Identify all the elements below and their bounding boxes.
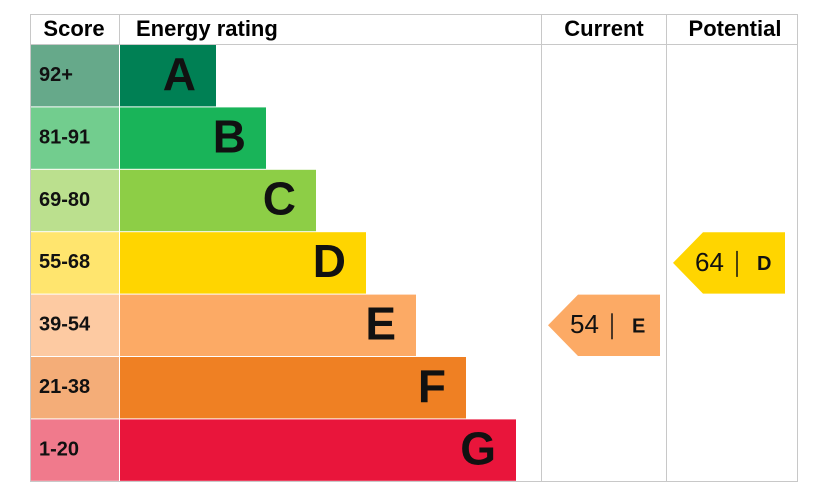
current-band: E	[632, 316, 645, 338]
score-cell	[31, 419, 119, 481]
score-cell	[31, 357, 119, 419]
rating-bar	[120, 232, 366, 294]
score-cell	[31, 107, 119, 169]
score-label: 1-20	[39, 438, 79, 460]
score-cell	[31, 45, 119, 107]
score-label: 92+	[39, 64, 73, 86]
rating-letter: A	[163, 48, 196, 100]
potential-arrow	[673, 232, 785, 294]
current-arrow	[548, 294, 660, 356]
header-potential: Potential	[689, 16, 782, 41]
rating-letter: E	[365, 297, 396, 349]
potential-value: 64	[695, 247, 724, 277]
current-value: 54	[570, 309, 599, 339]
rating-letter: C	[263, 173, 296, 225]
rating-bar	[120, 419, 516, 481]
rating-letter: F	[418, 360, 446, 412]
frame	[30, 14, 798, 482]
score-label: 81-91	[39, 126, 90, 148]
rating-bar	[120, 357, 466, 419]
rating-letter: D	[313, 235, 346, 287]
score-label: 39-54	[39, 314, 91, 336]
table-frame	[30, 14, 798, 482]
potential-band: D	[757, 253, 771, 275]
score-cell	[31, 294, 119, 356]
rating-bar	[120, 45, 216, 107]
rating-bar	[120, 169, 316, 232]
rating-bar	[120, 294, 416, 356]
header-rating: Energy rating	[136, 16, 278, 41]
header-current: Current	[564, 16, 644, 41]
score-label: 21-38	[39, 376, 90, 398]
rating-letter: G	[460, 422, 496, 474]
rating-letter: B	[213, 110, 246, 162]
score-label: 55-68	[39, 251, 90, 273]
header-score: Score	[43, 16, 104, 41]
score-cell	[31, 232, 119, 294]
score-label: 69-80	[39, 189, 90, 211]
rating-bar	[120, 107, 266, 169]
score-cell	[31, 169, 119, 232]
